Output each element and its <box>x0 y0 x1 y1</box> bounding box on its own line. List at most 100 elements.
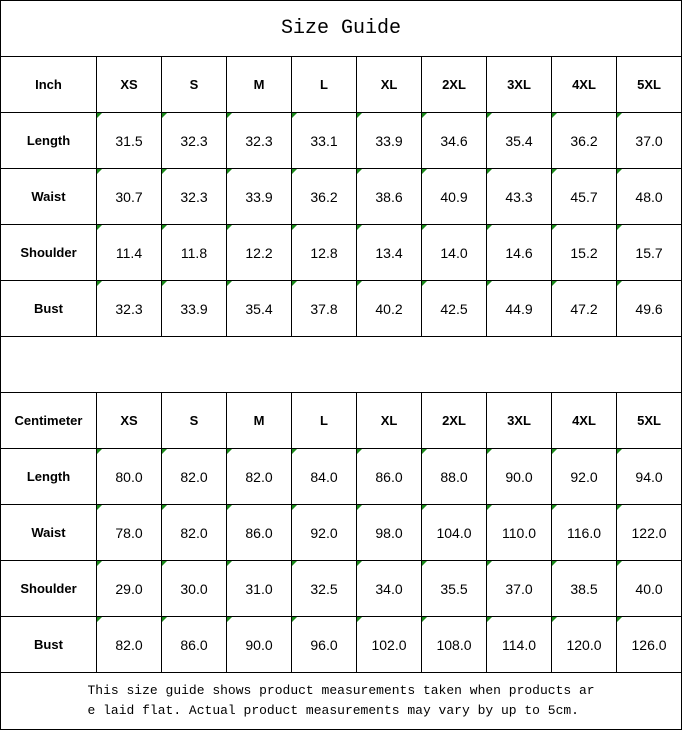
measurement-cell: 40.9 <box>421 168 487 225</box>
measurement-cell: 32.3 <box>161 112 227 169</box>
measurement-cell: 88.0 <box>421 448 487 505</box>
size-header: L <box>291 56 357 113</box>
measurement-cell: 30.0 <box>161 560 227 617</box>
size-header: 2XL <box>421 392 487 449</box>
measurement-cell: 14.6 <box>486 224 552 281</box>
measurement-cell: 86.0 <box>356 448 422 505</box>
measurement-cell: 96.0 <box>291 616 357 673</box>
size-header: XL <box>356 392 422 449</box>
measurement-cell: 37.0 <box>486 560 552 617</box>
measurement-cell: 38.5 <box>551 560 617 617</box>
measurement-cell: 42.5 <box>421 280 487 337</box>
size-header: 2XL <box>421 56 487 113</box>
unit-header: Centimeter <box>0 392 97 449</box>
table-row: Bust 82.0 86.0 90.0 96.0 102.0 108.0 114.0 120.0… <box>0 616 682 673</box>
measurement-cell: 90.0 <box>486 448 552 505</box>
measurement-cell: 35.4 <box>486 112 552 169</box>
measurement-cell: 86.0 <box>161 616 227 673</box>
measurement-cell: 33.9 <box>226 168 292 225</box>
measurement-cell: 102.0 <box>356 616 422 673</box>
size-header: M <box>226 56 292 113</box>
size-header: M <box>226 392 292 449</box>
table-row: Length 80.0 82.0 82.0 84.0 86.0 88.0 90.0 92.0 94… <box>0 448 682 505</box>
measurement-cell: 33.9 <box>356 112 422 169</box>
measurement-cell: 40.0 <box>615 560 682 617</box>
measurement-cell: 114.0 <box>486 616 552 673</box>
measurement-cell: 98.0 <box>356 504 422 561</box>
measurement-cell: 32.5 <box>291 560 357 617</box>
measurement-cell: 33.1 <box>291 112 357 169</box>
measurement-cell: 31.5 <box>96 112 162 169</box>
measurement-cell: 82.0 <box>226 448 292 505</box>
row-label: Waist <box>0 504 97 561</box>
measurement-cell: 84.0 <box>291 448 357 505</box>
measurement-cell: 49.6 <box>615 280 682 337</box>
measurement-cell: 35.4 <box>226 280 292 337</box>
table-row: Bust 32.3 33.9 35.4 37.8 40.2 42.5 44.9 47.2 49.6 <box>0 280 682 337</box>
measurement-cell: 48.0 <box>615 168 682 225</box>
table-row: Shoulder 29.0 30.0 31.0 32.5 34.0 35.5 37.0 38.5… <box>0 560 682 617</box>
measurement-cell: 32.3 <box>96 280 162 337</box>
row-label: Waist <box>0 168 97 225</box>
measurement-cell: 43.3 <box>486 168 552 225</box>
measurement-cell: 36.2 <box>551 112 617 169</box>
row-label: Length <box>0 448 97 505</box>
row-label: Bust <box>0 280 97 337</box>
measurement-cell: 110.0 <box>486 504 552 561</box>
measurement-cell: 82.0 <box>161 448 227 505</box>
size-header: S <box>161 392 227 449</box>
measurement-cell: 37.0 <box>615 112 682 169</box>
size-header: XS <box>96 56 162 113</box>
measurement-cell: 15.7 <box>615 224 682 281</box>
measurement-cell: 47.2 <box>551 280 617 337</box>
footnote: This size guide shows product measuremen… <box>87 683 595 718</box>
measurement-cell: 94.0 <box>615 448 682 505</box>
row-label: Shoulder <box>0 560 97 617</box>
measurement-cell: 30.7 <box>96 168 162 225</box>
measurement-cell: 36.2 <box>291 168 357 225</box>
measurement-cell: 11.4 <box>96 224 162 281</box>
row-label: Bust <box>0 616 97 673</box>
size-header: 5XL <box>615 392 682 449</box>
measurement-cell: 35.5 <box>421 560 487 617</box>
measurement-cell: 32.3 <box>226 112 292 169</box>
measurement-cell: 34.6 <box>421 112 487 169</box>
measurement-cell: 82.0 <box>96 616 162 673</box>
header-row: Inch XS S M L XL 2XL 3XL 4XL 5XL <box>0 56 682 113</box>
measurement-cell: 104.0 <box>421 504 487 561</box>
size-header: 5XL <box>615 56 682 113</box>
measurement-cell: 82.0 <box>161 504 227 561</box>
measurement-cell: 40.2 <box>356 280 422 337</box>
measurement-cell: 44.9 <box>486 280 552 337</box>
measurement-cell: 34.0 <box>356 560 422 617</box>
footnote-cell: This size guide shows product measuremen… <box>0 672 682 730</box>
size-header: 3XL <box>486 56 552 113</box>
row-label: Length <box>0 112 97 169</box>
measurement-cell: 15.2 <box>551 224 617 281</box>
unit-header: Inch <box>0 56 97 113</box>
measurement-cell: 11.8 <box>161 224 227 281</box>
size-header: S <box>161 56 227 113</box>
measurement-cell: 37.8 <box>291 280 357 337</box>
header-row: Centimeter XS S M L XL 2XL 3XL 4XL 5XL <box>0 392 682 449</box>
table-row: Shoulder 11.4 11.8 12.2 12.8 13.4 14.0 14.6 15.2… <box>0 224 682 281</box>
size-header: 3XL <box>486 392 552 449</box>
measurement-cell: 126.0 <box>615 616 682 673</box>
measurement-cell: 92.0 <box>291 504 357 561</box>
measurement-cell: 14.0 <box>421 224 487 281</box>
size-header: 4XL <box>551 56 617 113</box>
measurement-cell: 29.0 <box>96 560 162 617</box>
measurement-cell: 45.7 <box>551 168 617 225</box>
measurement-cell: 13.4 <box>356 224 422 281</box>
measurement-cell: 108.0 <box>421 616 487 673</box>
measurement-cell: 32.3 <box>161 168 227 225</box>
measurement-cell: 92.0 <box>551 448 617 505</box>
size-header: XL <box>356 56 422 113</box>
measurement-cell: 80.0 <box>96 448 162 505</box>
measurement-cell: 33.9 <box>161 280 227 337</box>
size-header: L <box>291 392 357 449</box>
row-label: Shoulder <box>0 224 97 281</box>
measurement-cell: 116.0 <box>551 504 617 561</box>
table-row: Length 31.5 32.3 32.3 33.1 33.9 34.6 35.4 36.2 37… <box>0 112 682 169</box>
